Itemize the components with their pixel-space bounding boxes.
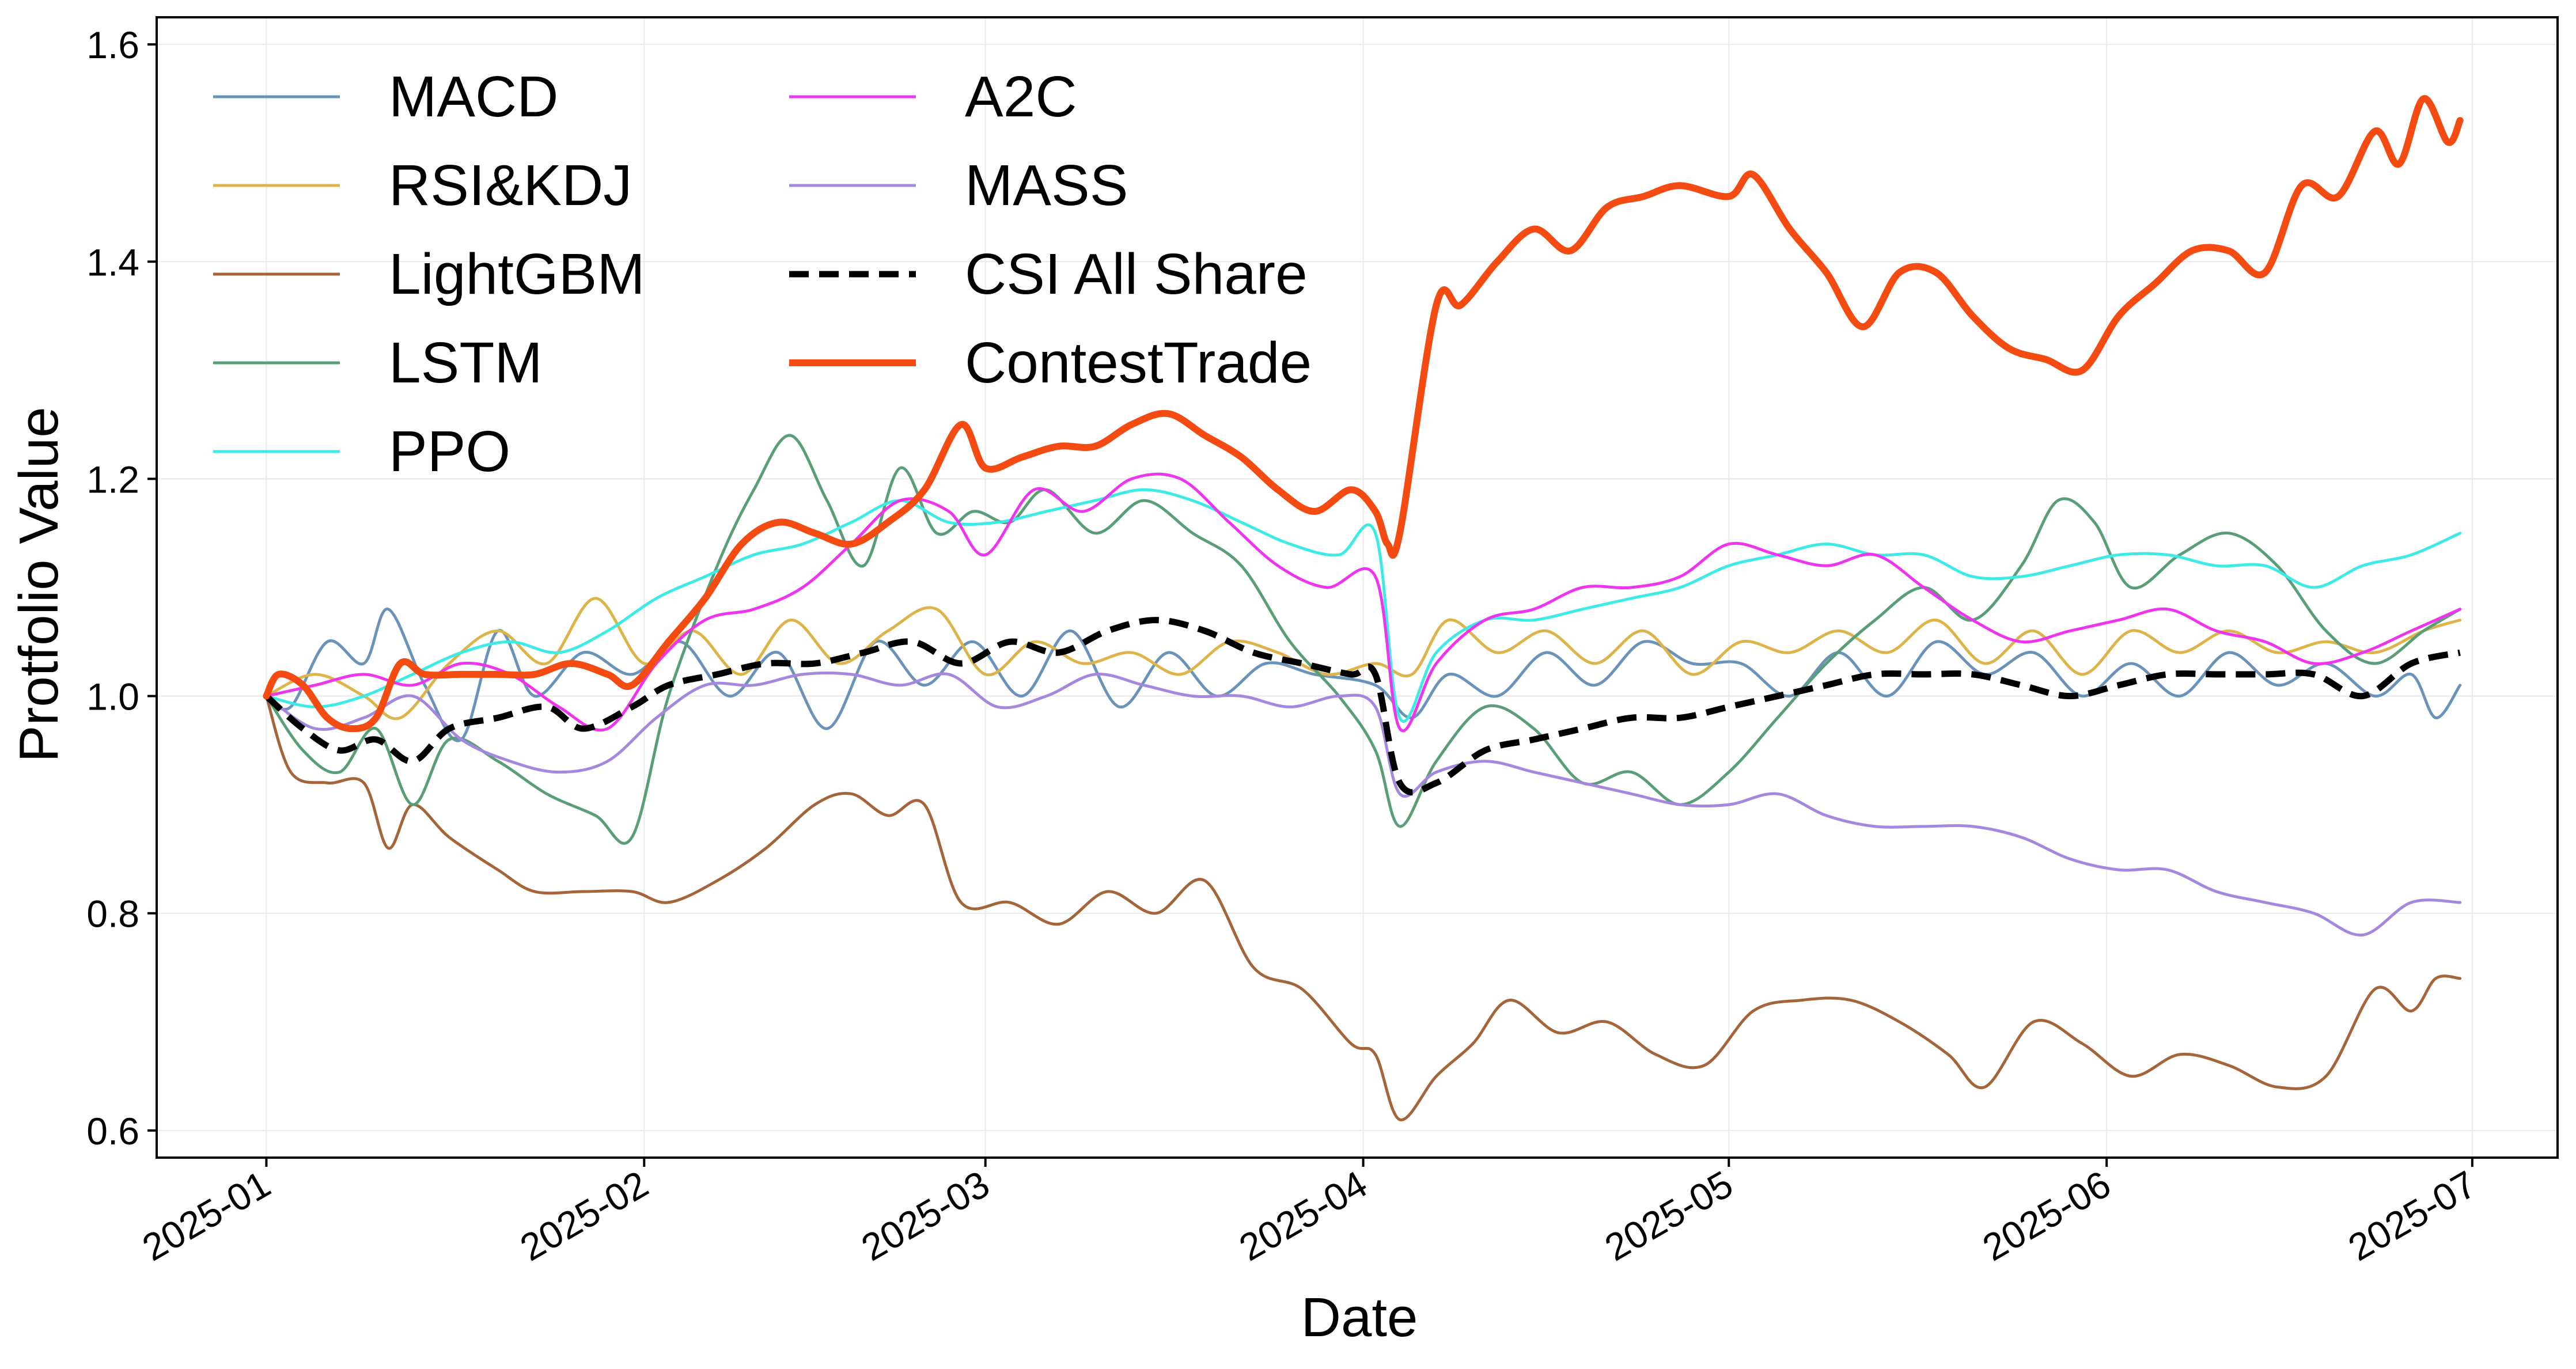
series-line-lstm <box>264 434 2462 845</box>
legend-label: PPO <box>389 419 510 484</box>
legend-label: MASS <box>965 153 1128 218</box>
series-line-contesttrade <box>263 95 2464 733</box>
series-layer <box>263 95 2464 1121</box>
x-tick-label: 2025-02 <box>513 1162 656 1269</box>
y-tick-label: 1.0 <box>86 676 139 718</box>
x-tick-label: 2025-01 <box>135 1162 278 1269</box>
series-line-ppo <box>264 488 2462 723</box>
legend-label: MACD <box>389 65 558 129</box>
plot-frame <box>156 16 2559 1159</box>
y-tick-label: 1.4 <box>86 241 139 283</box>
grid-layer <box>157 17 2558 1158</box>
series-line-lightgbm <box>264 695 2462 1121</box>
x-tick-label: 2025-06 <box>1975 1162 2117 1269</box>
legend-label: LSTM <box>389 331 543 395</box>
x-tick-label: 2025-03 <box>854 1162 997 1269</box>
y-tick-label: 1.2 <box>86 458 139 500</box>
series-line-rsi-kdj <box>264 597 2462 720</box>
series-line-macd <box>264 608 2462 742</box>
series-line-csi-all-share <box>264 617 2461 796</box>
series-line-mass <box>264 672 2462 936</box>
y-tick-label: 0.8 <box>86 893 139 935</box>
x-tick-label: 2025-04 <box>1232 1162 1374 1269</box>
legend-label: RSI&KDJ <box>389 153 632 218</box>
legend: MACD RSI&KDJ LightGBM LSTM PPO A2C MASS CSI All… <box>213 65 1312 484</box>
y-axis-title: Protfolio Value <box>8 407 70 762</box>
x-tick-label: 2025-07 <box>2341 1162 2483 1269</box>
x-axis-title: Date <box>1301 1287 1418 1348</box>
legend-label: ContestTrade <box>965 331 1312 395</box>
legend-label: LightGBM <box>389 242 645 306</box>
x-tick-label: 2025-05 <box>1598 1162 1740 1269</box>
y-tick-label: 0.6 <box>86 1110 139 1152</box>
legend-label: A2C <box>965 65 1077 129</box>
y-tick-label: 1.6 <box>86 24 139 66</box>
legend-label: CSI All Share <box>965 242 1308 306</box>
